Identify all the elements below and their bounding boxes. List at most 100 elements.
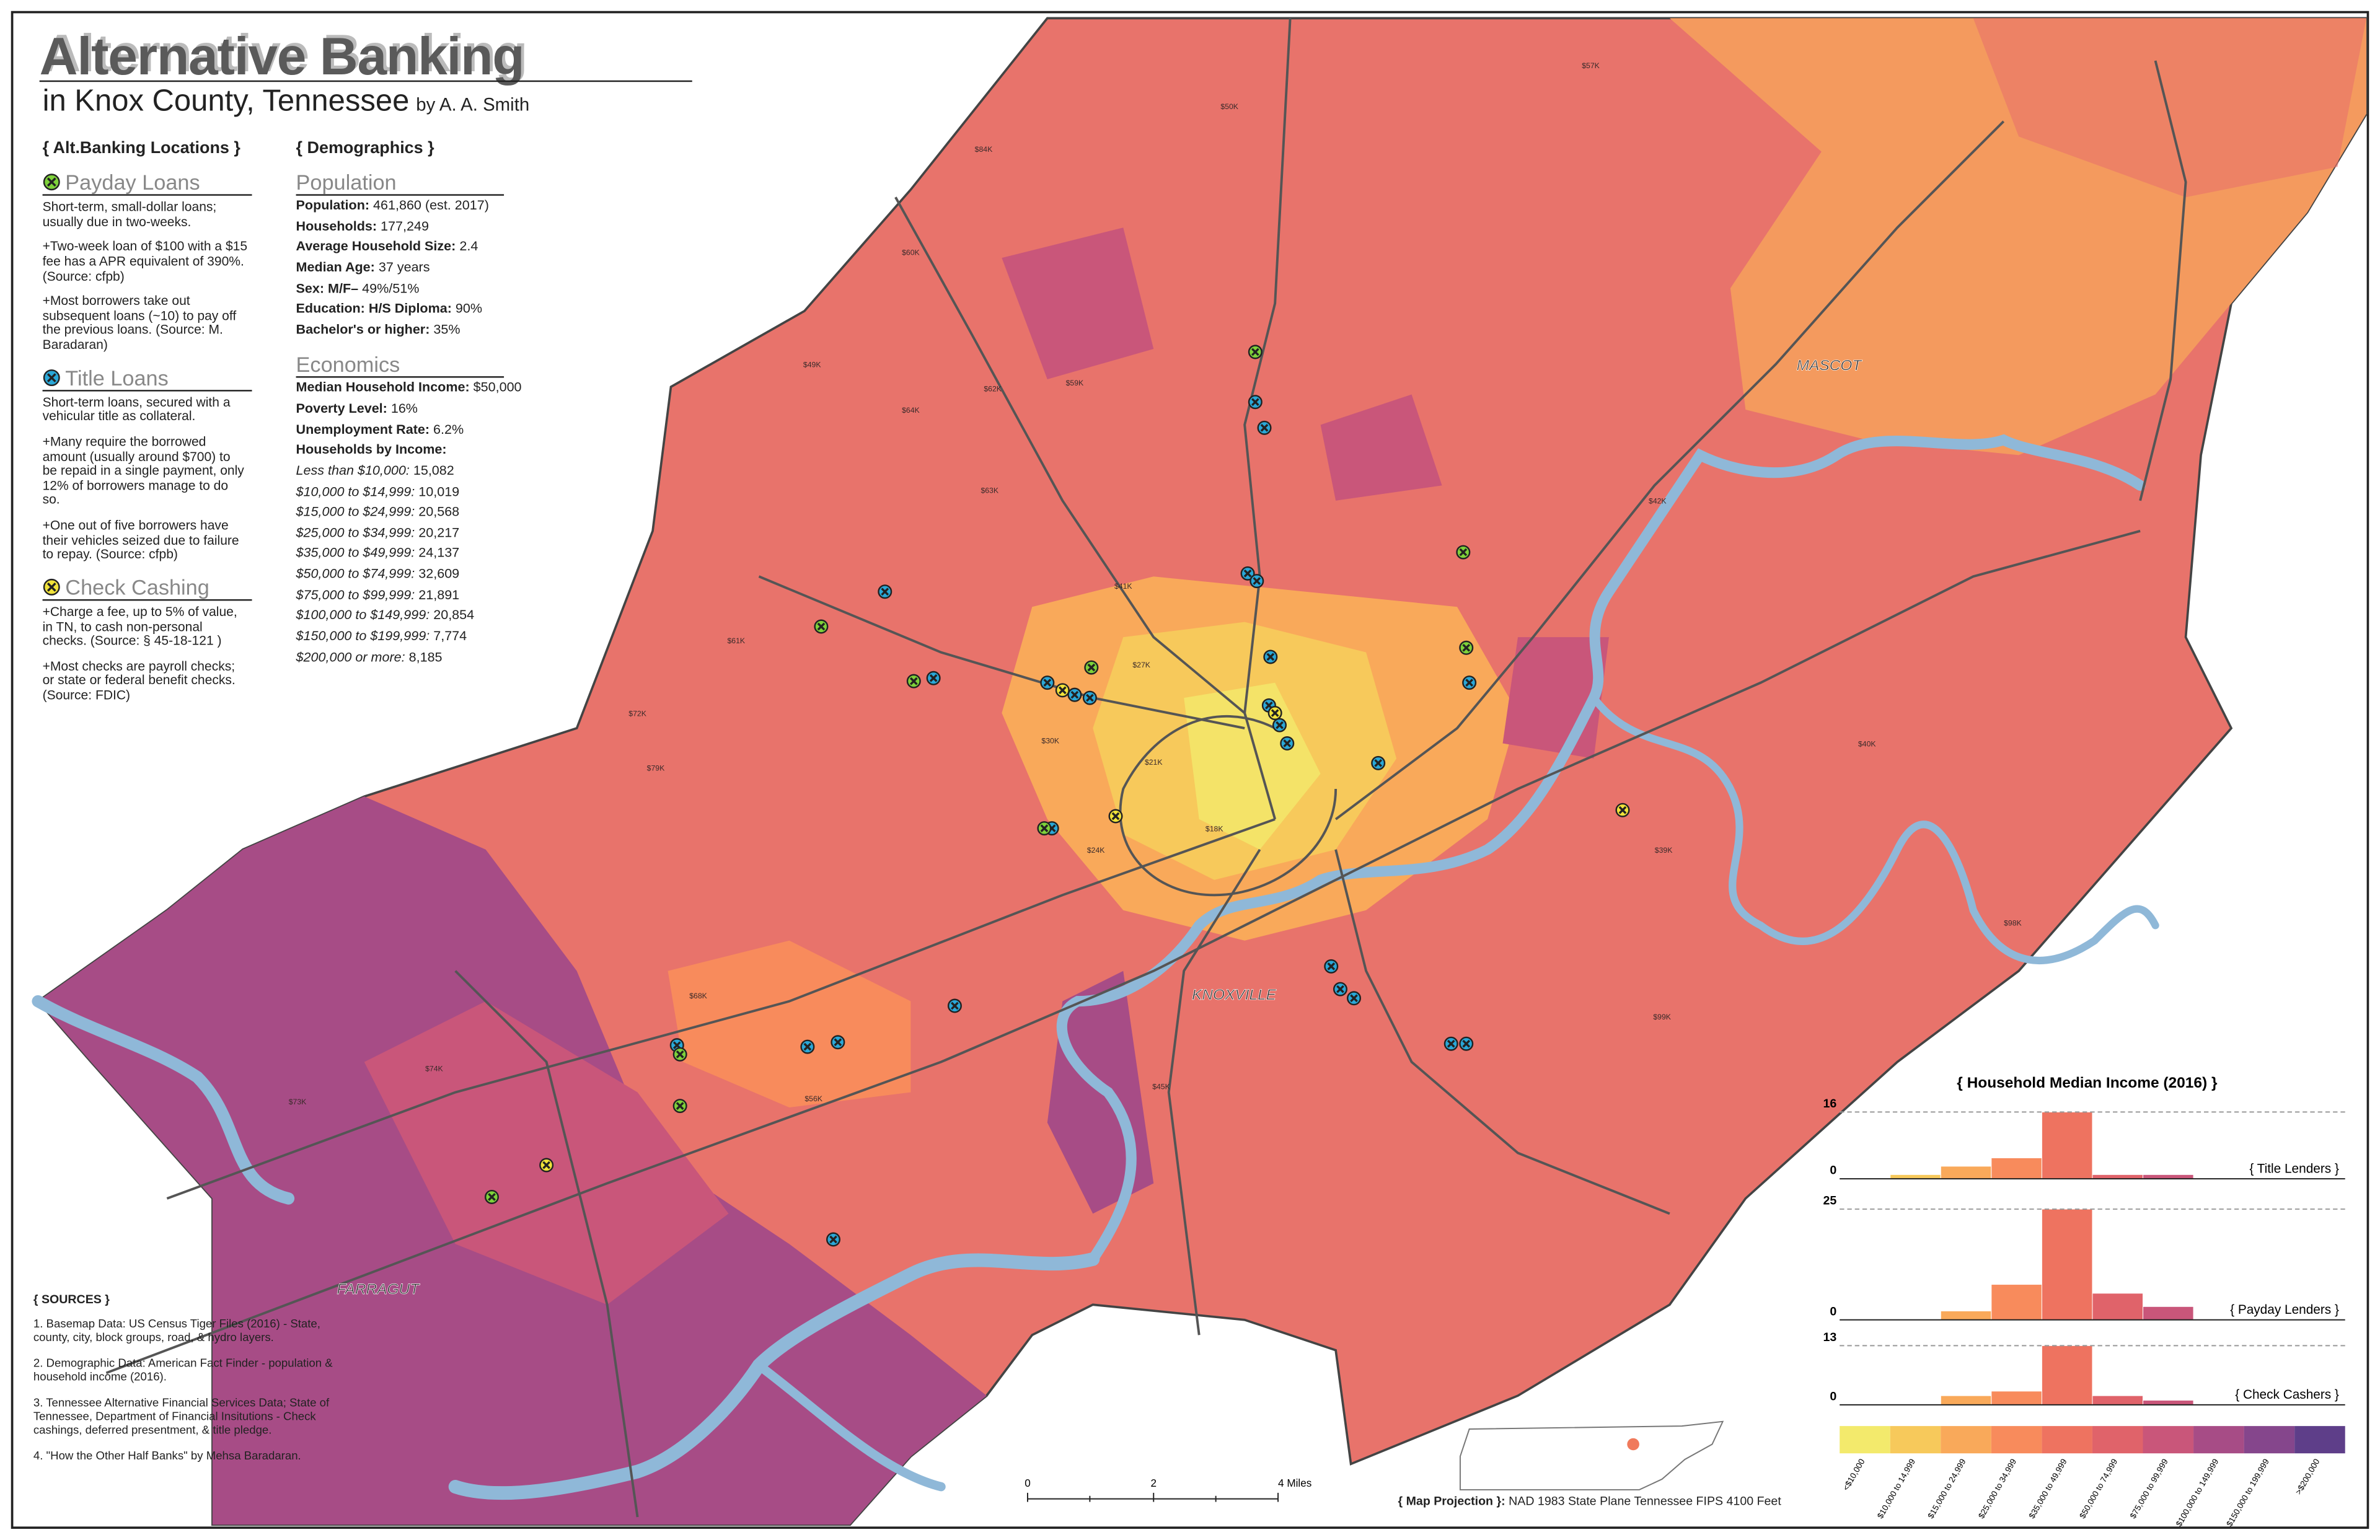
income-count: 20,854 (433, 607, 475, 623)
row-value: 177,249 (381, 218, 429, 234)
income-row: $35,000 to $49,999: 24,137 (296, 543, 554, 564)
histogram-bar (2143, 1306, 2194, 1321)
y-tick-label: 0 (1830, 1390, 1836, 1404)
income-bracket: $50,000 to $74,999: (296, 566, 415, 581)
income-row: $150,000 to $199,999: 7,774 (296, 627, 554, 647)
source-item: 1. Basemap Data: US Census Tiger Files (… (33, 1316, 320, 1344)
marker-cross (46, 582, 56, 592)
marker-cross (1336, 985, 1344, 993)
histogram-bar (2143, 1174, 2194, 1179)
income-count: 20,568 (418, 504, 460, 519)
section-paragraph: Short-term, small-dollar loans; usually … (42, 198, 217, 229)
marker-cross (803, 1042, 812, 1051)
income-label: $60K (902, 248, 920, 257)
income-row: $25,000 to $34,999: 20,217 (296, 523, 554, 543)
marker-cross (1251, 398, 1259, 407)
row-label: Education: H/S Diploma: (296, 301, 452, 316)
income-label: $74K (425, 1064, 443, 1073)
row-value: 2.4 (459, 238, 478, 254)
legend-swatch (2042, 1426, 2092, 1454)
row-value: 16% (390, 400, 418, 416)
histogram-bar (2143, 1400, 2194, 1406)
legend-icon (43, 578, 60, 596)
inset-county (1627, 1438, 1639, 1451)
income-label: $72K (628, 709, 646, 718)
histogram-bar (1940, 1166, 1992, 1179)
income-label: $24K (1087, 846, 1105, 855)
income-label: $42K (1649, 497, 1667, 506)
subtitle-line: in Knox County, Tennessee by A. A. Smith (43, 85, 530, 120)
income-label: $68K (689, 992, 707, 1000)
marker-cross (929, 674, 938, 682)
row-label: Unemployment Rate: (296, 421, 430, 437)
projection-text: NAD 1983 State Plane Tennessee FIPS 4100… (1509, 1494, 1781, 1508)
section-heading: Payday Loans (42, 170, 252, 196)
histogram-bar (2041, 1111, 2093, 1179)
income-label: $49K (803, 360, 821, 369)
income-count: 20,217 (418, 524, 460, 540)
marker-cross (1086, 693, 1094, 702)
income-label: $64K (902, 406, 920, 415)
marker-cross (1462, 643, 1471, 652)
source-item: 4. "How the Other Half Banks" by Mehsa B… (33, 1448, 301, 1463)
histogram-bar (1991, 1391, 2042, 1406)
section-paragraph: +Two-week loan of $100 with a $15 fee ha… (42, 238, 248, 283)
legend-swatch (1941, 1426, 1991, 1454)
marker-cross (1447, 1039, 1455, 1048)
roads (105, 18, 2187, 1518)
histogram-bar (2041, 1208, 2093, 1321)
histogram-bar (2092, 1293, 2143, 1321)
marker-cross (1271, 709, 1279, 717)
marker-cross (676, 1102, 684, 1110)
row-value: 461,860 (est. 2017) (373, 197, 489, 213)
income-label: $73K (289, 1098, 307, 1106)
marker-cross (1283, 739, 1292, 747)
author: by A. A. Smith (416, 94, 530, 116)
subtitle: in Knox County, Tennessee (42, 85, 410, 118)
demographic-row: Average Household Size: 2.4 (296, 237, 554, 258)
row-value: 49%/51% (362, 279, 420, 296)
income-count: 8,185 (408, 648, 443, 664)
income-label: $45K (1152, 1083, 1170, 1091)
marker-cross (1040, 824, 1049, 832)
income-row: $200,000 or more: 8,185 (296, 647, 554, 667)
section-title: Title Loans (65, 365, 169, 390)
marker-cross (1350, 994, 1358, 1003)
income-label: $84K (975, 145, 993, 154)
income-count: 32,609 (418, 566, 460, 581)
title: Alternative Banking (39, 27, 525, 87)
scale-label: 0 (1025, 1477, 1031, 1489)
marker-cross (909, 677, 918, 685)
place-label: KNOXVILLE (1192, 987, 1277, 1003)
legend-swatch (2092, 1426, 2143, 1454)
marker-cross (1058, 686, 1067, 695)
marker-cross (834, 1038, 842, 1047)
marker-cross (676, 1050, 684, 1058)
income-count: 21,891 (418, 586, 460, 602)
row-label: Households: (296, 218, 377, 234)
histogram-bar (1991, 1284, 2042, 1321)
marker-cross (488, 1193, 496, 1201)
income-count: 10,019 (418, 483, 460, 499)
marker-cross (1465, 679, 1473, 687)
panel-name: { Payday Lenders } (2230, 1303, 2339, 1317)
legend-icon (43, 369, 60, 386)
marker-cross (1276, 721, 1284, 729)
locations-panel: { Alt.Banking Locations } Payday Loans Sho… (42, 139, 263, 703)
histogram-bar (1991, 1157, 2042, 1179)
section-paragraph: +Many require the borrowed amount (usual… (42, 433, 244, 508)
sources-heading: { SOURCES } (33, 1292, 110, 1306)
marker-cross (1260, 423, 1269, 432)
income-label: $99K (1653, 1013, 1671, 1021)
income-label: $57K (1582, 61, 1600, 70)
row-value: 6.2% (433, 421, 464, 437)
section-paragraph: +Most checks are payroll checks; or stat… (42, 658, 236, 703)
legend-swatch (1991, 1426, 2042, 1454)
histogram-bar (2092, 1395, 2143, 1406)
marker-cross (1253, 577, 1261, 585)
demographic-row: Median Household Income: $50,000 (296, 378, 554, 398)
demographic-row: Households: 177,249 (296, 216, 554, 237)
place-label: MASCOT (1797, 357, 1863, 374)
demographics-section: Population (296, 170, 505, 196)
